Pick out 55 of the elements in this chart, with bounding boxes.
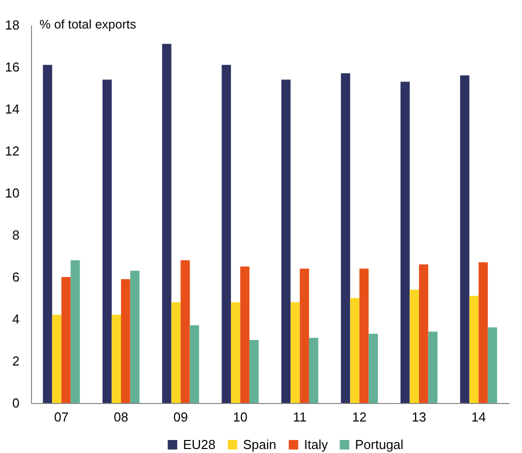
legend-label: Portugal xyxy=(355,436,404,452)
bar xyxy=(428,332,438,403)
legend-label: Spain xyxy=(243,436,276,452)
bar xyxy=(281,80,291,403)
bar xyxy=(300,268,310,403)
bar xyxy=(350,298,360,403)
bar xyxy=(419,264,428,403)
y-tick-label: 16 xyxy=(5,60,20,74)
y-tick-label: 14 xyxy=(5,102,20,116)
bar xyxy=(162,44,172,403)
bar xyxy=(102,80,112,403)
x-tick-label: 07 xyxy=(54,410,69,424)
bar xyxy=(410,290,419,403)
y-tick-label: 18 xyxy=(5,18,20,32)
bar xyxy=(400,82,410,403)
bar xyxy=(42,64,52,403)
x-tick-label: 12 xyxy=(352,410,367,424)
y-tick-label: 0 xyxy=(12,396,20,410)
x-tick-label: 09 xyxy=(173,410,188,424)
bar xyxy=(222,64,231,403)
bar xyxy=(359,268,369,403)
bar xyxy=(469,296,479,403)
x-tick-label: 10 xyxy=(232,410,248,424)
bar xyxy=(121,279,130,403)
bar xyxy=(190,325,200,403)
bar xyxy=(52,314,62,403)
x-tick-label: 13 xyxy=(412,410,426,424)
bar xyxy=(240,266,250,403)
x-tick-label: 11 xyxy=(293,410,307,424)
bar xyxy=(368,334,378,403)
bar xyxy=(290,302,300,403)
bar xyxy=(488,327,498,403)
x-tick-label: 08 xyxy=(114,410,128,424)
bar xyxy=(340,73,350,403)
bar xyxy=(309,338,318,403)
bar xyxy=(180,260,190,403)
bar xyxy=(112,314,121,403)
bar xyxy=(478,262,488,403)
bar xyxy=(249,340,259,403)
bar xyxy=(171,302,181,403)
legend-label: EU28 xyxy=(183,436,216,452)
bar xyxy=(70,260,80,403)
y-axis-title: % of total exports xyxy=(40,18,136,32)
bar xyxy=(130,270,140,403)
bar xyxy=(230,302,240,403)
y-tick-label: 8 xyxy=(12,228,20,242)
bar xyxy=(61,277,71,403)
y-tick-label: 6 xyxy=(12,270,20,284)
legend-label: Italy xyxy=(304,436,328,452)
x-tick-label: 14 xyxy=(471,410,486,424)
y-tick-label: 4 xyxy=(12,312,20,326)
bar xyxy=(460,75,470,403)
y-tick-label: 12 xyxy=(5,144,20,158)
y-tick-label: 2 xyxy=(12,354,20,368)
y-tick-label: 10 xyxy=(5,186,20,200)
